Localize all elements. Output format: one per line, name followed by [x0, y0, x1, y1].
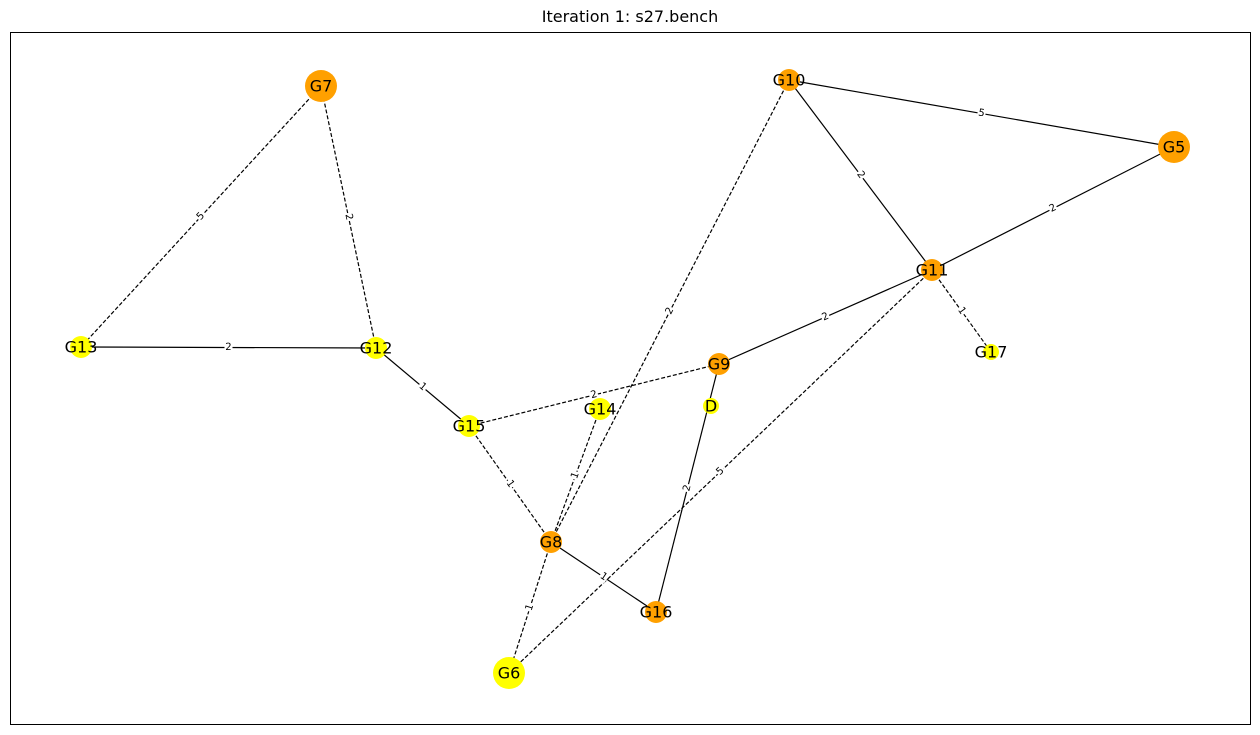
- edge-weight-bg: [342, 212, 355, 222]
- node-G14: [589, 398, 611, 420]
- edge-weight-bg: [819, 310, 832, 324]
- node-G15: [458, 415, 480, 437]
- node-G6: [493, 657, 525, 689]
- edge-weight-text: 1: [524, 603, 536, 612]
- edge-weight-text: 1: [955, 305, 968, 317]
- edge-weight-label: 2: [342, 212, 355, 222]
- edge-weight-label: 2: [681, 482, 694, 494]
- edge-weight-bg: [224, 342, 233, 353]
- edge-weight-bg: [663, 305, 677, 317]
- edge-weight-text: 2: [820, 311, 830, 324]
- edge-weight-label: 5: [976, 107, 987, 120]
- edge-weight-label: 1: [503, 477, 517, 491]
- node-label-G14: G14: [584, 400, 617, 419]
- edge-weight-bg: [854, 168, 867, 182]
- node-label-G9: G9: [708, 355, 731, 374]
- node-label-G10: G10: [773, 71, 806, 90]
- edge-weight-bg: [976, 107, 987, 120]
- node-G9: [708, 353, 730, 375]
- node-label-G7: G7: [310, 77, 333, 96]
- edge-weight-text: 1: [598, 571, 609, 584]
- edge-weight-label: 1: [416, 380, 429, 394]
- edge-weight-text: 2: [225, 342, 231, 353]
- node-label-G8: G8: [540, 533, 563, 552]
- edge-weight-text: 2: [681, 484, 693, 493]
- edge-weight-bg: [597, 570, 610, 584]
- node-G10: [778, 69, 800, 91]
- node-label-G11: G11: [916, 261, 949, 280]
- node-G16: [645, 601, 667, 623]
- edge-weight-label: 2: [588, 389, 600, 401]
- node-label-G16: G16: [640, 603, 673, 622]
- edge-weight-text: 1: [569, 471, 582, 481]
- node-label-G13: G13: [65, 338, 98, 357]
- edge-weight-bg: [1047, 202, 1059, 215]
- edge-weight-text: 2: [590, 389, 599, 401]
- edge-weight-bg: [681, 482, 694, 494]
- chart-title: Iteration 1: s27.bench: [541, 7, 719, 26]
- edge-weight-label: 1: [955, 304, 968, 318]
- node-label-G15: G15: [453, 417, 486, 436]
- node-G12: [365, 337, 387, 359]
- node-G5: [1158, 131, 1190, 163]
- edge-weight-bg: [194, 210, 208, 223]
- node-G8: [540, 531, 562, 553]
- edge-weight-text: 5: [977, 108, 985, 120]
- edge-weight-text: 2: [664, 306, 677, 317]
- edge-weight-text: 2: [854, 169, 867, 181]
- node-D: [703, 398, 719, 414]
- edge-weight-text: 1: [417, 381, 429, 394]
- edge-weight-label: 2: [1047, 202, 1059, 215]
- node-label-G5: G5: [1163, 138, 1186, 157]
- node-G7: [305, 70, 337, 102]
- node-label-D: D: [705, 397, 717, 416]
- edge-weight-bg: [524, 602, 536, 613]
- edge-weight-label: 1: [597, 570, 610, 584]
- node-label-G17: G17: [975, 343, 1008, 362]
- edge-weight-text: 1: [504, 478, 517, 490]
- node-G11: [921, 259, 943, 281]
- node-G17: [983, 344, 999, 360]
- plot-frame: [10, 32, 1251, 725]
- edge-weight-label: 2: [663, 305, 677, 317]
- node-label-G12: G12: [360, 339, 393, 358]
- nodes-layer: G7 G10 G5 G11 G17 G13 G12 G9 D G14 G15 G8 G16 G6: [65, 69, 1190, 689]
- node-label-G6: G6: [498, 664, 521, 683]
- edge-G11-G6: [508, 269, 933, 674]
- edge-weight-label: 2: [819, 310, 832, 324]
- edge-weight-text: 2: [342, 213, 354, 221]
- edge-weight-bg: [588, 389, 600, 401]
- edge-weight-label: 1: [524, 602, 536, 613]
- edge-weight-bg: [416, 380, 429, 394]
- edge-weight-bg: [714, 465, 727, 478]
- edge-weight-label: 2: [224, 342, 233, 353]
- edge-weight-label: 1: [569, 470, 582, 481]
- edge-weight-bg: [503, 477, 517, 491]
- edge-weight-bg: [569, 470, 582, 481]
- edge-weight-label: 2: [854, 168, 867, 182]
- edge-weight-text: 2: [1048, 202, 1059, 215]
- node-G13: [70, 336, 92, 358]
- edge-weight-bg: [955, 304, 968, 318]
